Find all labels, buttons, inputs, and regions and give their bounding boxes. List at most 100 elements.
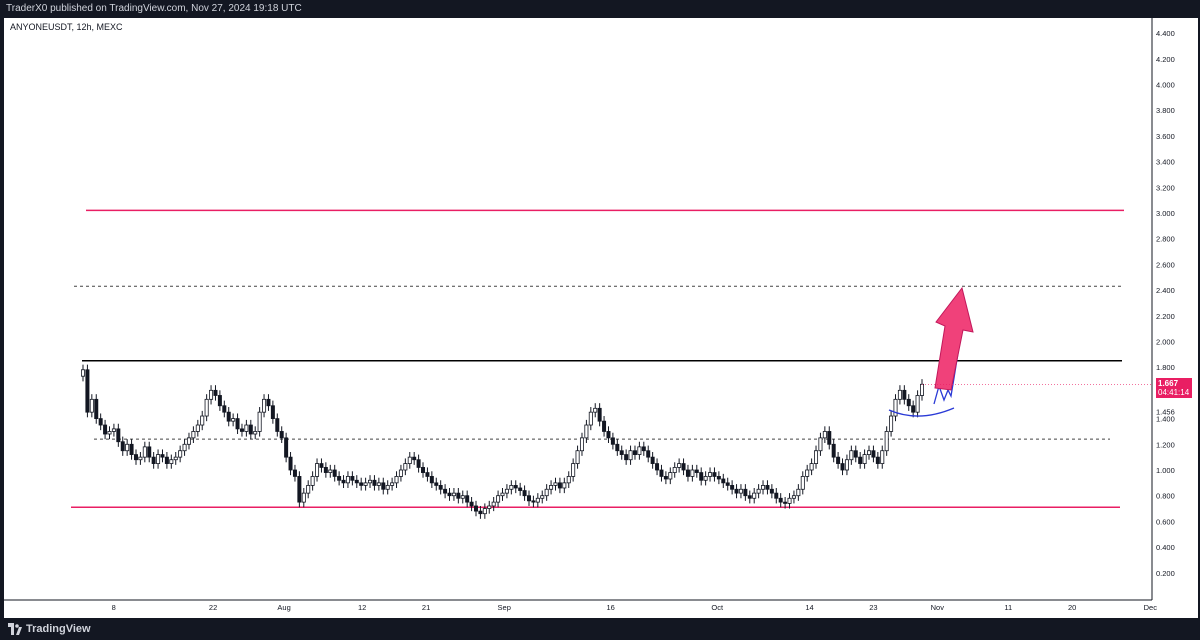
candle-body xyxy=(791,495,796,499)
candle-body xyxy=(310,476,315,486)
current-price: 1.667 xyxy=(1158,379,1179,388)
candle-body xyxy=(487,505,492,509)
candle-body xyxy=(147,446,152,458)
candle-body xyxy=(752,492,757,499)
candle-body xyxy=(712,472,717,477)
candle-body xyxy=(292,469,297,477)
candle-body xyxy=(376,482,381,486)
candle-body xyxy=(646,450,651,458)
candle-body xyxy=(133,454,138,461)
price-chart[interactable]: 4.400 4.200 4.000 3.800 3.600 3.400 3.200 3.000… xyxy=(4,18,1198,618)
candle-body xyxy=(743,488,748,497)
target-arrow-icon xyxy=(934,286,974,391)
x-tick-label: Oct xyxy=(711,603,724,612)
y-tick-label: 1.400 xyxy=(1156,415,1175,424)
base-curve-annotation xyxy=(888,407,955,417)
candle-body xyxy=(827,431,832,445)
candle-body xyxy=(602,420,607,432)
candle-body xyxy=(416,459,421,468)
candle-body xyxy=(690,469,695,477)
candle-body xyxy=(438,485,443,490)
x-tick-label: 23 xyxy=(869,603,877,612)
candle-body xyxy=(663,476,668,480)
chart-area[interactable]: 4.400 4.200 4.000 3.800 3.600 3.400 3.200 3.000… xyxy=(4,18,1198,618)
candle-body xyxy=(173,456,178,461)
candle-body xyxy=(460,495,465,499)
candle-body xyxy=(354,479,359,484)
candle-body xyxy=(279,431,284,439)
candle-body xyxy=(610,437,615,445)
candle-body xyxy=(195,424,200,432)
candle-body xyxy=(270,405,275,420)
y-tick-label: 4.200 xyxy=(1156,55,1175,64)
candle-body xyxy=(125,443,130,452)
x-tick-label: 20 xyxy=(1068,603,1076,612)
candle-body xyxy=(535,497,540,503)
candle-body xyxy=(756,488,761,494)
candle-body xyxy=(138,456,143,461)
candle-body xyxy=(540,495,545,499)
candle-body xyxy=(858,456,863,464)
x-tick-label: 8 xyxy=(112,603,116,612)
candle-body xyxy=(412,456,417,461)
candle-body xyxy=(297,476,302,503)
candle-body xyxy=(531,500,536,503)
candle-body xyxy=(694,469,699,473)
candle-body xyxy=(774,492,779,499)
y-tick-label: 3.800 xyxy=(1156,106,1175,115)
candle-body xyxy=(849,450,854,461)
candle-body xyxy=(169,459,174,464)
candle-body xyxy=(142,446,147,458)
candle-body xyxy=(381,482,386,490)
candle-body xyxy=(571,463,576,477)
candle-body xyxy=(844,459,849,471)
x-tick-label: 16 xyxy=(607,603,615,612)
candle-body xyxy=(738,488,743,494)
y-tick-label: 2.000 xyxy=(1156,338,1175,347)
candle-body xyxy=(615,443,620,452)
candle-body xyxy=(685,469,690,477)
candle-body xyxy=(619,450,624,455)
candle-body xyxy=(262,398,267,413)
candle-body xyxy=(398,469,403,477)
x-tick-label: Aug xyxy=(277,603,290,612)
candle-body xyxy=(800,476,805,490)
candle-body xyxy=(677,463,682,468)
candle-body xyxy=(721,478,726,484)
candle-body xyxy=(566,476,571,484)
candle-body xyxy=(809,463,814,471)
candle-body xyxy=(89,398,94,413)
y-tick-label: 4.000 xyxy=(1156,81,1175,90)
y-tick-label: 3.400 xyxy=(1156,158,1175,167)
candle-body xyxy=(708,472,713,477)
y-tick-label: 0.200 xyxy=(1156,569,1175,578)
candle-body xyxy=(337,476,342,481)
y-tick-label: 2.400 xyxy=(1156,286,1175,295)
candle-body xyxy=(875,456,880,464)
candle-body xyxy=(85,369,90,413)
candle-body xyxy=(257,411,262,432)
candle-body xyxy=(641,446,646,452)
y-tick-label: 0.800 xyxy=(1156,492,1175,501)
candle-body xyxy=(668,472,673,480)
candle-body xyxy=(500,492,505,497)
candle-body xyxy=(160,454,165,458)
y-tick-label: 2.800 xyxy=(1156,235,1175,244)
candle-body xyxy=(911,405,916,413)
candle-body xyxy=(178,450,183,458)
publish-text: TraderX0 published on TradingView.com, N… xyxy=(6,3,302,14)
candle-body xyxy=(730,485,735,490)
candle-body xyxy=(597,407,602,422)
candle-body xyxy=(814,450,819,464)
candle-body xyxy=(562,482,567,489)
candle-body xyxy=(805,469,810,477)
candle-body xyxy=(164,456,169,464)
candle-body xyxy=(893,398,898,417)
y-tick-label: 1.000 xyxy=(1156,466,1175,475)
candle-body xyxy=(368,479,373,484)
candle-body xyxy=(725,482,730,486)
candle-body xyxy=(284,437,289,458)
footer-brand: TradingView xyxy=(26,623,91,635)
candle-body xyxy=(761,485,766,490)
y-tick-label: 4.400 xyxy=(1156,29,1175,38)
